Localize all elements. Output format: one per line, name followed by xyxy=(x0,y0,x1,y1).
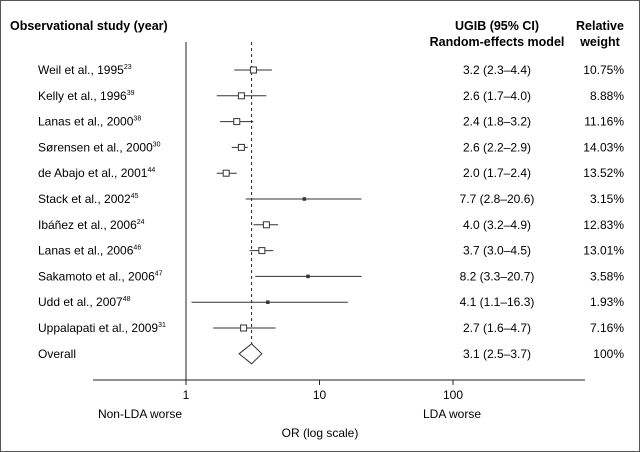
study-row: Stack et al., 200245 7.7 (2.8–20.6) 3.15% xyxy=(38,192,624,206)
ci-column-header-line2: Random-effects model xyxy=(430,35,565,49)
study-row: Ibáñez et al., 200624 4.0 (3.2–4.9) 12.83% xyxy=(38,218,624,232)
weight-value: 3.15% xyxy=(590,192,624,206)
study-label: Sørensen et al., 200030 xyxy=(38,140,161,154)
point-estimate-box xyxy=(262,221,270,229)
x-tick-label: 10 xyxy=(313,388,327,402)
study-row: Weil et al., 199523 3.2 (2.3–4.4) 10.75% xyxy=(38,63,624,77)
study-row: Uppalapati et al., 200931 2.7 (1.6–4.7) 7.… xyxy=(38,321,624,335)
weight-column-header-line1: Relative xyxy=(576,19,624,33)
ci-value: 3.2 (2.3–4.4) xyxy=(463,63,531,77)
point-estimate-box xyxy=(306,274,310,279)
study-row: Sakamoto et al., 200647 8.2 (3.3–20.7) 3.5… xyxy=(38,269,624,283)
x-tick-label: 100 xyxy=(443,388,463,402)
left-direction-note: Non-LDA worse xyxy=(98,407,182,421)
study-label: Lanas et al., 200038 xyxy=(38,115,141,129)
study-row: Lanas et al., 200038 2.4 (1.8–3.2) 11.16% xyxy=(38,115,624,129)
study-row: de Abajo et al., 200144 2.0 (1.7–2.4) 13.5… xyxy=(38,166,624,180)
overall-diamond xyxy=(238,343,263,365)
overall-row: Overall 3.1 (2.5–3.7) 100% xyxy=(38,343,624,365)
ci-value: 7.7 (2.8–20.6) xyxy=(460,192,535,206)
weight-value: 12.83% xyxy=(583,218,624,232)
x-tick-label: 1 xyxy=(183,388,190,402)
study-label: Sakamoto et al., 200647 xyxy=(38,269,163,283)
ci-value: 2.6 (2.2–2.9) xyxy=(463,140,531,154)
weight-value: 3.58% xyxy=(590,269,624,283)
ci-value: 2.7 (1.6–4.7) xyxy=(463,321,531,335)
weight-value: 13.01% xyxy=(583,244,624,258)
study-label: Weil et al., 199523 xyxy=(38,63,132,77)
study-rows: Weil et al., 199523 3.2 (2.3–4.4) 10.75% Ke… xyxy=(38,42,624,380)
weight-column-header-line2: weight xyxy=(579,35,620,49)
point-estimate-box xyxy=(266,300,270,304)
study-row: Kelly et al., 199639 2.6 (1.7–4.0) 8.88% xyxy=(38,89,624,103)
ci-value: 8.2 (3.3–20.7) xyxy=(460,269,535,283)
study-label: Kelly et al., 199639 xyxy=(38,89,135,103)
ci-value: 2.6 (1.7–4.0) xyxy=(463,89,531,103)
study-label: Ibáñez et al., 200624 xyxy=(38,218,145,232)
right-direction-note: LDA worse xyxy=(423,407,481,421)
weight-value: 7.16% xyxy=(590,321,624,335)
point-estimate-box xyxy=(240,324,248,332)
study-label: Udd et al., 200748 xyxy=(38,295,131,309)
overall-ci-value: 3.1 (2.5–3.7) xyxy=(463,347,531,361)
point-estimate-box xyxy=(237,143,245,151)
weight-value: 11.16% xyxy=(584,115,624,129)
x-axis-title: OR (log scale) xyxy=(282,426,359,440)
point-estimate-box xyxy=(237,92,245,100)
weight-value: 10.75% xyxy=(583,63,624,77)
overall-weight-value: 100% xyxy=(593,347,624,361)
ci-column-header-line1: UGIB (95% CI) xyxy=(455,19,539,33)
point-estimate-box xyxy=(258,247,266,255)
point-estimate-box xyxy=(249,66,257,74)
ci-value: 2.4 (1.8–3.2) xyxy=(463,115,531,129)
study-column-header: Observational study (year) xyxy=(10,19,168,33)
point-estimate-box xyxy=(233,118,241,126)
study-label: Uppalapati et al., 200931 xyxy=(38,321,166,335)
study-row: Sørensen et al., 200030 2.6 (2.2–2.9) 14.0… xyxy=(38,140,624,154)
x-axis: 1 10 100 xyxy=(93,379,585,402)
study-label: Lanas et al., 200646 xyxy=(38,244,141,258)
study-label: Stack et al., 200245 xyxy=(38,192,139,206)
ci-value: 4.1 (1.1–16.3) xyxy=(460,295,535,309)
study-row: Lanas et al., 200646 3.7 (3.0–4.5) 13.01% xyxy=(38,244,624,258)
ci-value: 4.0 (3.2–4.9) xyxy=(463,218,531,232)
weight-value: 1.93% xyxy=(590,295,624,309)
point-estimate-box xyxy=(222,169,230,177)
overall-label: Overall xyxy=(38,347,76,361)
point-estimate-box xyxy=(302,197,307,201)
ci-value: 3.7 (3.0–4.5) xyxy=(463,244,531,258)
ci-value: 2.0 (1.7–2.4) xyxy=(463,166,531,180)
weight-value: 8.88% xyxy=(590,89,624,103)
weight-value: 14.03% xyxy=(583,140,624,154)
study-label: de Abajo et al., 200144 xyxy=(38,166,155,180)
study-row: Udd et al., 200748 4.1 (1.1–16.3) 1.93% xyxy=(38,295,624,309)
weight-value: 13.52% xyxy=(583,166,624,180)
